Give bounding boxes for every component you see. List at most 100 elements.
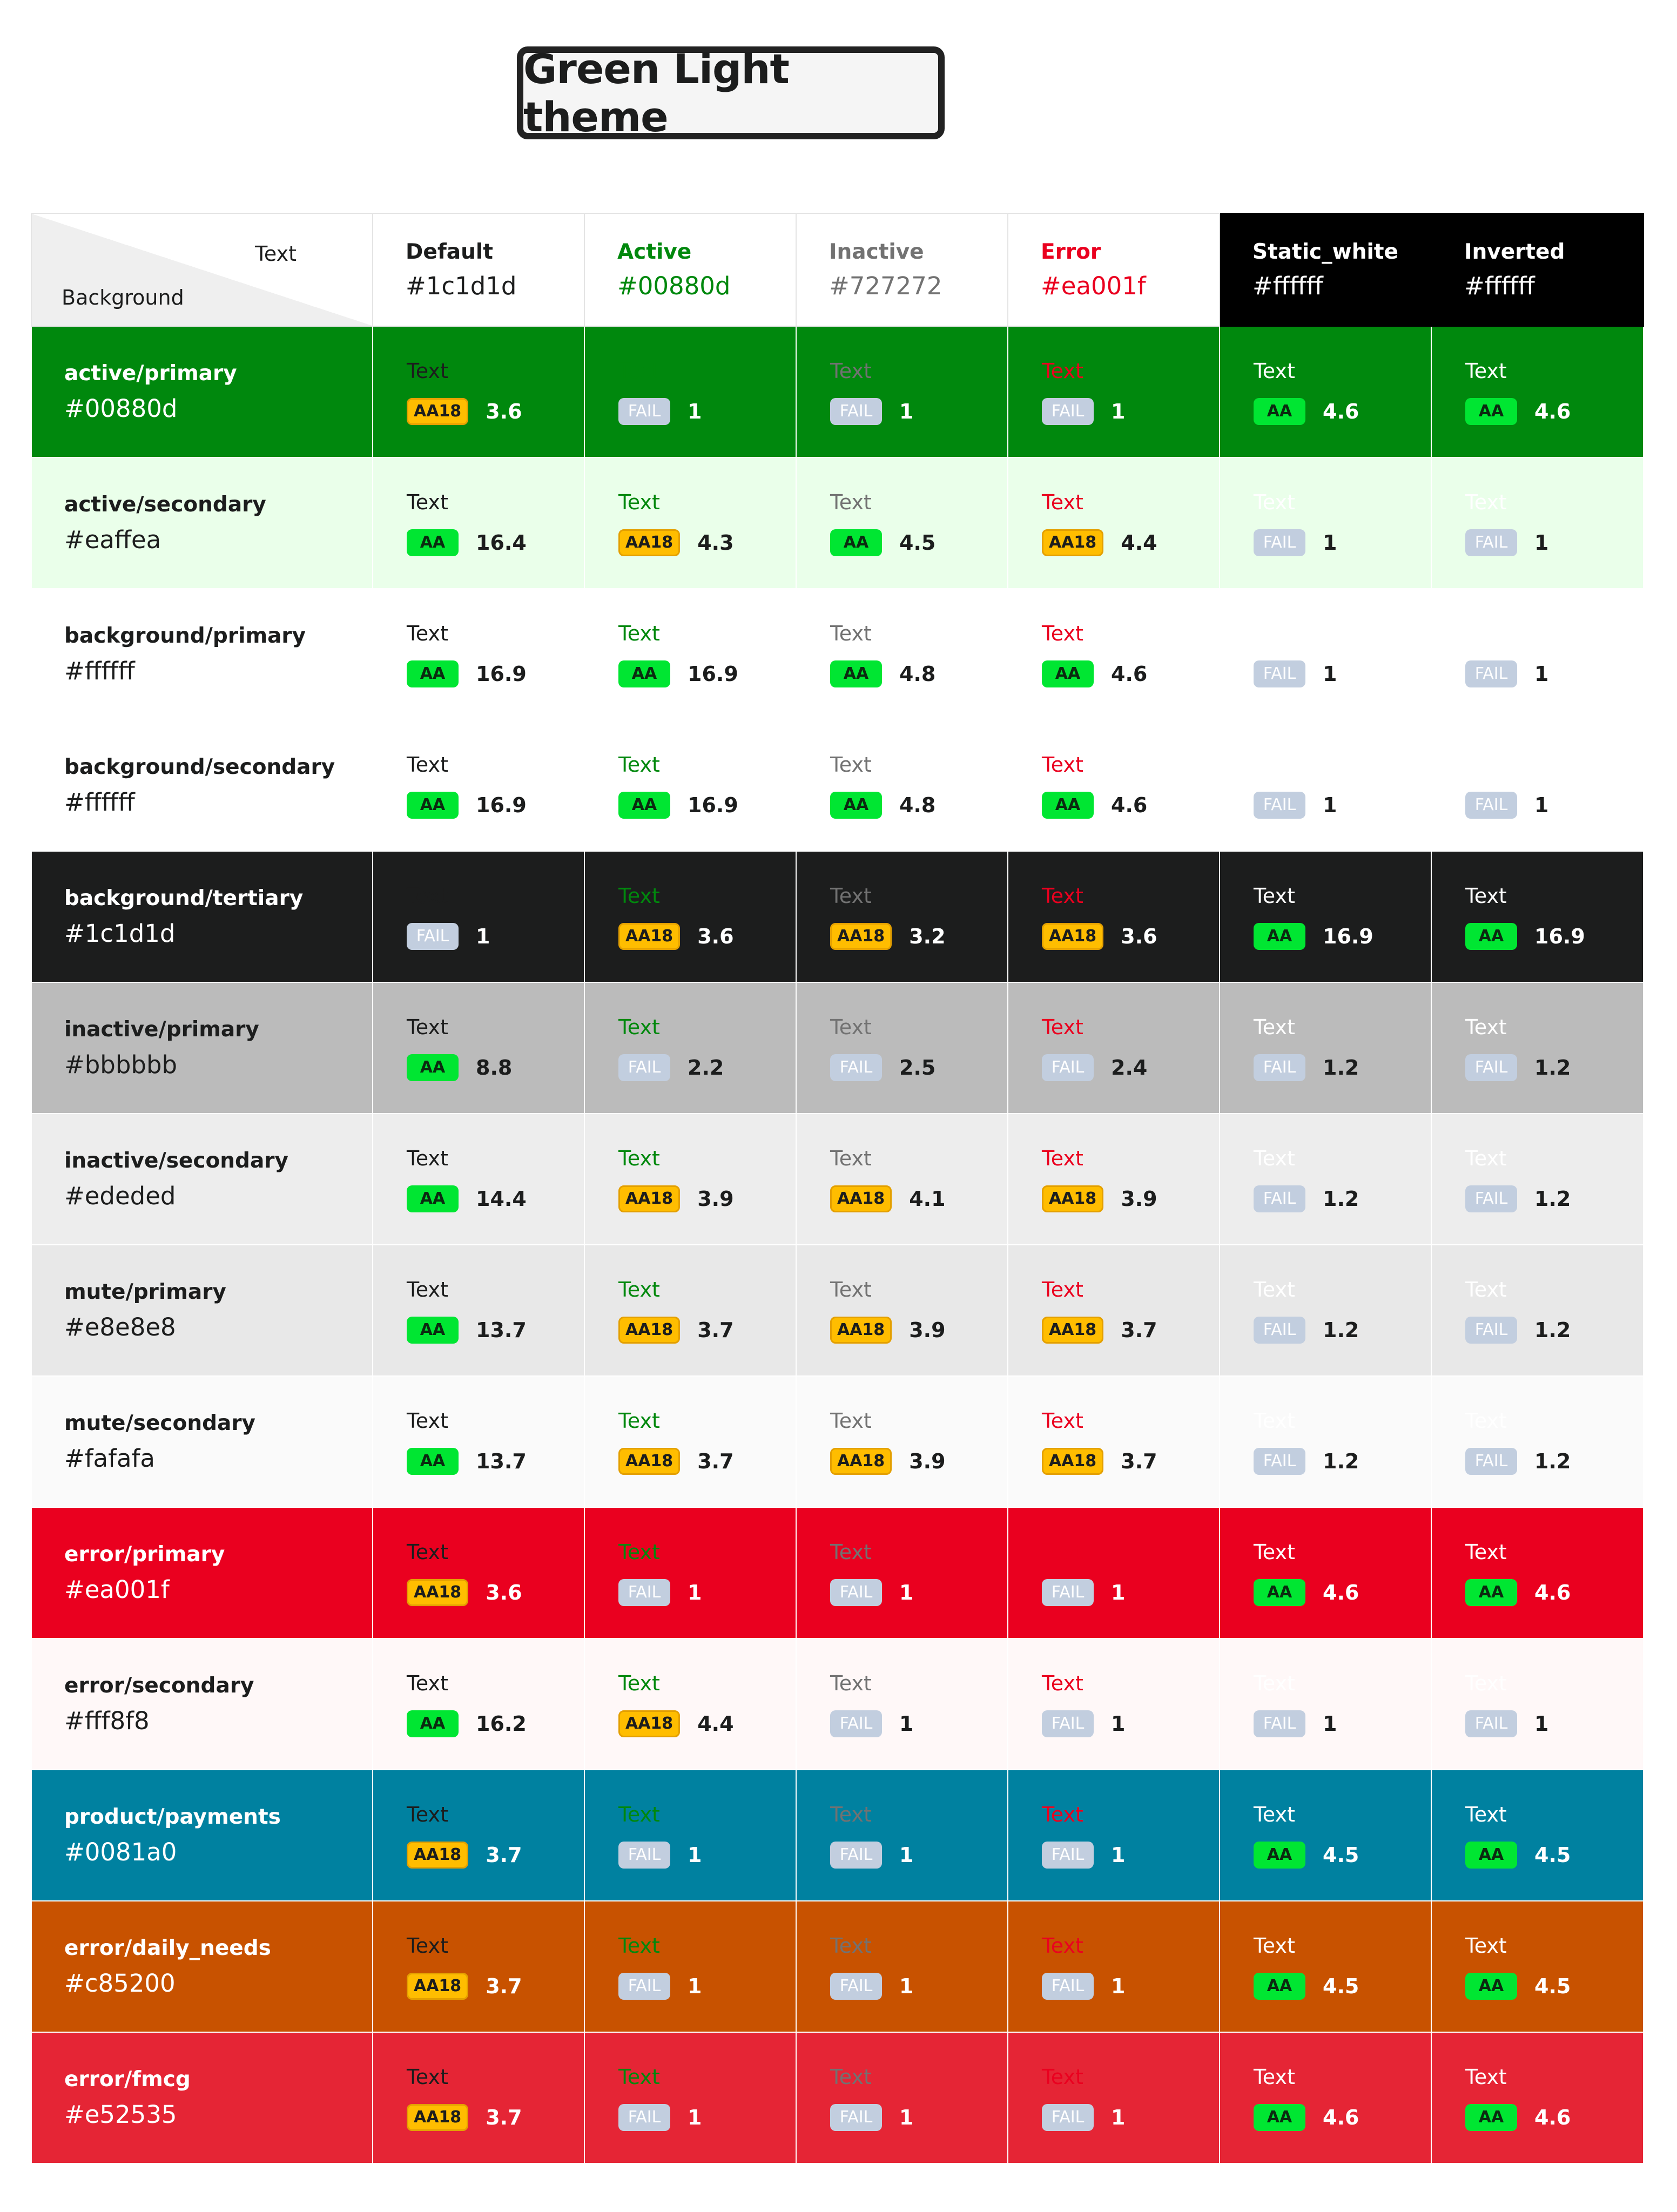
contrast-ratio: 4.6 [1534,399,1571,423]
result-line: FAIL 1.2 [1254,1185,1431,1212]
contrast-ratio: 4.8 [899,662,936,686]
badge: AA18 [1042,1185,1104,1212]
result-line: FAIL 1.2 [1465,1185,1643,1212]
result-line: AA 16.9 [1254,922,1431,950]
result-cell: Text AA18 4.4 [584,1638,797,1770]
sample-text: Text [618,1277,660,1301]
result-cell: Text AA18 3.7 [1007,1244,1220,1377]
sample-text: Text [1042,1277,1083,1301]
badge: AA [407,529,459,556]
sample-text: Text [407,490,448,514]
result-line: FAIL 1 [830,1841,1007,1869]
result-line: FAIL 1.2 [1254,1054,1431,1081]
result-line: AA18 3.7 [1042,1447,1219,1475]
row-header: active/primary #00880d [31,326,373,458]
result-cell: Text AA18 3.7 [1007,1375,1220,1508]
sample-text: Text [1465,359,1507,383]
contrast-ratio: 1 [1111,1843,1126,1867]
contrast-ratio: 1.2 [1323,1449,1359,1473]
result-line: AA 4.6 [1042,660,1219,687]
result-line: AA 16.2 [407,1710,584,1737]
column-hex: #727272 [829,271,942,300]
sample-text: Text [1042,1671,1083,1695]
contrast-ratio: 1.2 [1323,1318,1359,1342]
contrast-ratio: 3.6 [1121,924,1157,948]
row-hex: #eaffea [64,525,161,554]
result-cell: Text AA 4.5 [1219,1769,1432,1901]
sample-text: Text [830,1671,872,1695]
result-cell: Text FAIL 1 [1431,588,1644,720]
sample-text: Text [1254,1933,1295,1958]
sample-text: Text [1254,1408,1295,1433]
badge: FAIL [1465,1316,1517,1344]
sample-text: Text [1042,1933,1083,1958]
result-line: FAIL 1.2 [1465,1447,1643,1475]
sample-text: Text [618,359,660,383]
result-line: FAIL 1 [1254,1710,1431,1737]
result-line: AA 16.9 [1465,922,1643,950]
result-cell: Text AA18 3.9 [584,1113,797,1245]
result-cell: Text AA 4.5 [1431,1900,1644,2033]
contrast-ratio: 1 [688,1580,702,1604]
sample-text: Text [1254,621,1295,645]
result-line: FAIL 1 [1042,397,1219,425]
result-line: AA 16.9 [407,660,584,687]
result-line: AA18 4.4 [1042,529,1219,556]
row-hex: #fafafa [64,1444,155,1473]
result-line: AA18 3.7 [618,1316,796,1344]
result-cell: Text AA 4.6 [1431,1507,1644,1639]
contrast-ratio: 1 [1323,793,1337,817]
badge: FAIL [1254,791,1305,819]
result-cell: Text AA 4.6 [1219,326,1432,458]
row-hex: #ededed [64,1181,176,1210]
result-line: FAIL 1 [618,1972,796,2000]
result-line: FAIL 1 [1254,660,1431,687]
badge: FAIL [1254,1710,1305,1737]
badge: AA [407,791,459,819]
row-header: error/daily_needs #c85200 [31,1900,373,2033]
contrast-ratio: 1 [1534,530,1549,555]
badge: AA18 [618,1316,681,1344]
badge: FAIL [1042,1710,1094,1737]
contrast-ratio: 1 [1323,530,1337,555]
result-line: FAIL 1 [618,397,796,425]
sample-text: Text [618,621,660,645]
contrast-ratio: 4.6 [1534,1580,1571,1604]
contrast-ratio: 1 [1323,1711,1337,1736]
result-cell: Text AA 4.6 [1431,2032,1644,2164]
row-hex: #00880d [64,394,178,423]
sample-text: Text [830,1802,872,1826]
sample-text: Text [830,884,872,908]
sample-text: Text [1254,752,1295,777]
badge: AA [830,529,882,556]
contrast-ratio: 4.5 [899,530,936,555]
row-header: background/tertiary #1c1d1d [31,851,373,983]
contrast-ratio: 2.4 [1111,1055,1148,1080]
sample-text: Text [1042,1540,1083,1564]
badge: AA18 [407,1972,469,2000]
result-cell: Text AA 4.5 [1431,1769,1644,1901]
column-header: Inactive #727272 [796,213,1008,327]
table-row: product/payments #0081a0 Text AA18 3.7 Text FA… [31,1769,1644,1901]
table-row: mute/primary #e8e8e8 Text AA 13.7 Text AA18 3.7… [31,1244,1644,1377]
result-line: FAIL 1 [830,1710,1007,1737]
result-cell: Text AA 14.4 [372,1113,585,1245]
result-line: AA18 3.6 [1042,922,1219,950]
result-line: AA18 3.2 [830,922,1007,950]
contrast-ratio: 1.2 [1534,1449,1571,1473]
result-line: AA18 3.6 [407,1579,584,1606]
column-header: Default #1c1d1d [372,213,585,327]
row-header: inactive/secondary #ededed [31,1113,373,1245]
result-cell: Text FAIL 1 [1219,1638,1432,1770]
badge: AA [407,1710,459,1737]
header-row: Text Background Default #1c1d1d Active #008… [31,213,1644,327]
badge: AA [618,660,670,687]
sample-text: Text [1042,490,1083,514]
result-line: FAIL 1 [1465,1710,1643,1737]
contrast-ratio: 1 [1111,1711,1126,1736]
contrast-ratio: 1.2 [1534,1186,1571,1211]
badge: AA [407,1185,459,1212]
result-cell: Text AA18 3.6 [584,851,797,983]
badge: FAIL [1042,1972,1094,2000]
